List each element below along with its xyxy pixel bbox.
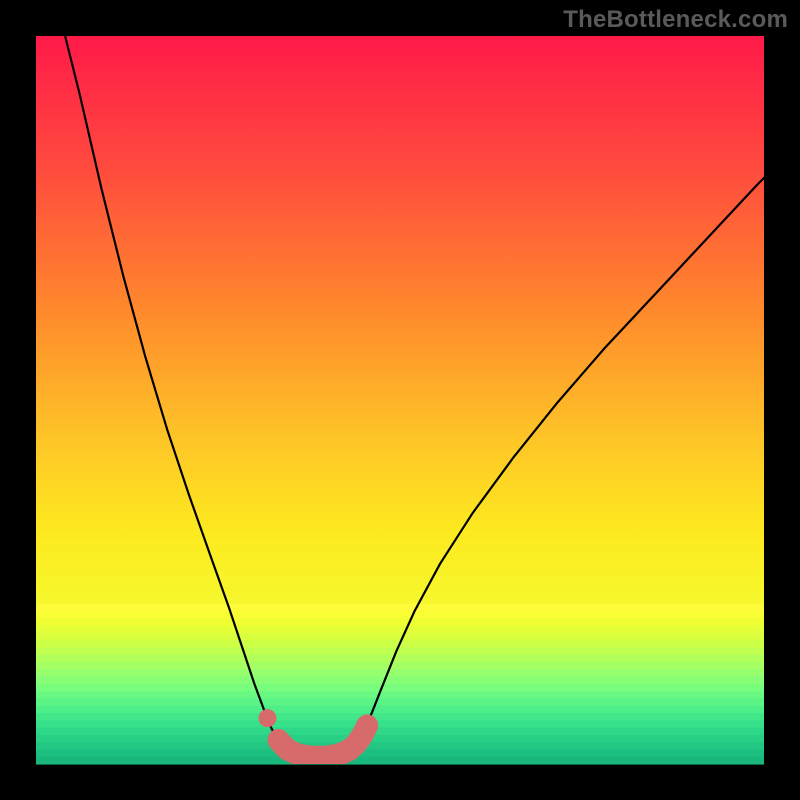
trough-left-dot — [259, 709, 277, 727]
color-band — [36, 604, 764, 765]
watermark-text: TheBottleneck.com — [563, 6, 788, 34]
chart-svg — [0, 0, 800, 800]
chart-stage: TheBottleneck.com — [0, 0, 800, 800]
